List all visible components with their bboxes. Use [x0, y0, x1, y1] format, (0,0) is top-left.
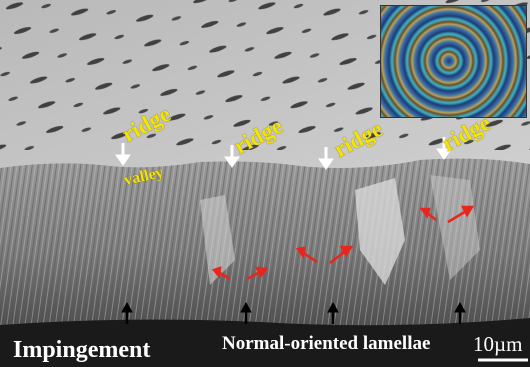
arrow-diagonal-icon: [211, 205, 475, 281]
impingement-boundary: [0, 318, 530, 367]
polarized-inset: [380, 5, 527, 118]
impingement-label: Impingement: [13, 337, 151, 363]
arrow-down-icon: [115, 137, 452, 170]
scale-label: 10µm: [473, 332, 523, 356]
arrow-up-icon: [121, 301, 466, 324]
normal-oriented-label: Normal-oriented lamellae: [222, 333, 431, 354]
